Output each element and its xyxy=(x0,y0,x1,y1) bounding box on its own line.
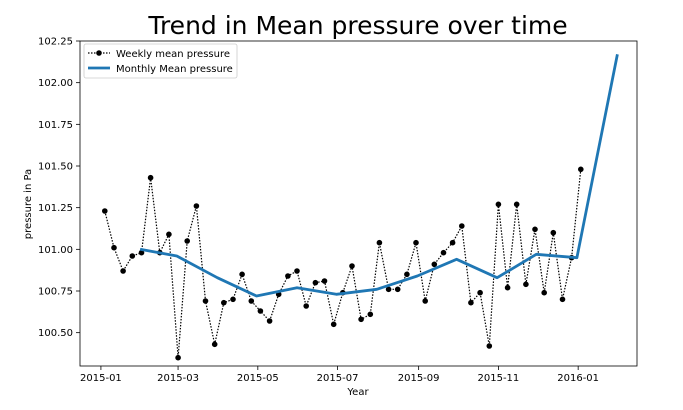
weekly-point xyxy=(303,303,310,309)
weekly-point xyxy=(211,341,218,348)
weekly-point xyxy=(431,261,438,268)
weekly-point xyxy=(102,208,108,214)
weekly-point xyxy=(550,229,557,236)
weekly-point xyxy=(559,296,566,303)
weekly-point xyxy=(230,296,236,303)
weekly-point xyxy=(523,281,529,288)
weekly-point xyxy=(477,289,483,296)
weekly-point xyxy=(184,238,190,244)
weekly-point xyxy=(504,284,511,291)
y-tick-label: 100.50 xyxy=(38,328,73,339)
weekly-point xyxy=(202,298,209,304)
weekly-point xyxy=(404,271,410,278)
weekly-point xyxy=(422,298,429,304)
weekly-point xyxy=(440,249,447,256)
weekly-point xyxy=(413,239,419,246)
weekly-point xyxy=(449,239,456,246)
y-tick-label: 101.50 xyxy=(38,162,73,173)
x-tick-label: 2015-05 xyxy=(237,373,279,384)
weekly-point xyxy=(248,298,255,304)
y-tick-label: 102.00 xyxy=(38,78,73,89)
x-axis-label: Year xyxy=(346,387,369,398)
weekly-point xyxy=(495,201,502,208)
legend-weekly-marker xyxy=(96,50,102,56)
y-tick-label: 102.25 xyxy=(38,37,73,48)
weekly-point xyxy=(285,273,291,279)
x-tick-label: 2015-07 xyxy=(317,373,359,384)
weekly-point xyxy=(257,308,264,314)
weekly-point xyxy=(349,263,355,269)
x-tick-label: 2015-01 xyxy=(80,373,122,384)
weekly-point xyxy=(129,253,136,259)
x-tick-label: 2016-01 xyxy=(557,373,599,384)
series-layer xyxy=(102,54,619,361)
weekly-point xyxy=(486,343,493,349)
weekly-point xyxy=(120,268,126,274)
weekly-point xyxy=(513,201,520,208)
weekly-point xyxy=(532,226,538,233)
weekly-point xyxy=(358,316,364,323)
weekly-point xyxy=(376,239,383,246)
weekly-point xyxy=(385,286,392,293)
x-tick-label: 2015-11 xyxy=(478,373,520,384)
legend: Weekly mean pressure Monthly Mean pressu… xyxy=(83,43,238,79)
legend-frame xyxy=(83,43,238,79)
weekly-point xyxy=(541,289,547,296)
legend-weekly-label: Weekly mean pressure xyxy=(116,49,230,60)
weekly-point xyxy=(166,231,172,238)
weekly-point xyxy=(394,286,401,293)
weekly-point xyxy=(138,249,145,256)
weekly-point xyxy=(330,321,337,328)
weekly-point xyxy=(459,223,465,229)
y-tick-label: 100.75 xyxy=(38,287,73,298)
weekly-point xyxy=(175,354,181,361)
weekly-mean-line xyxy=(104,169,582,358)
x-tick-label: 2015-09 xyxy=(398,373,440,384)
weekly-point xyxy=(239,271,245,278)
y-tick-label: 101.00 xyxy=(38,245,73,256)
weekly-point xyxy=(294,268,300,274)
weekly-point xyxy=(321,278,328,284)
x-axis: 2015-01 2015-03 2015-05 2015-07 2015-09 2015-… xyxy=(80,366,599,384)
weekly-point xyxy=(367,311,374,318)
y-tick-label: 101.25 xyxy=(38,203,73,214)
weekly-point xyxy=(221,299,227,306)
weekly-point xyxy=(111,244,117,251)
legend-monthly-label: Monthly Mean pressure xyxy=(116,64,233,75)
chart-title: Trend in Mean pressure over time xyxy=(147,11,567,40)
weekly-point xyxy=(193,203,200,209)
weekly-point xyxy=(266,318,273,324)
weekly-point xyxy=(468,299,474,306)
weekly-point xyxy=(312,279,319,286)
weekly-point xyxy=(578,166,584,173)
x-tick-label: 2015-03 xyxy=(157,373,199,384)
plot-area-frame xyxy=(79,40,638,367)
weekly-point xyxy=(147,174,154,181)
y-tick-label: 101.75 xyxy=(38,120,73,131)
y-axis: 100.50 100.75 101.00 101.25 101.50 101.75 102.… xyxy=(38,37,80,339)
y-axis-label: pressure in Pa xyxy=(23,169,34,239)
monthly-mean-line xyxy=(139,54,619,298)
